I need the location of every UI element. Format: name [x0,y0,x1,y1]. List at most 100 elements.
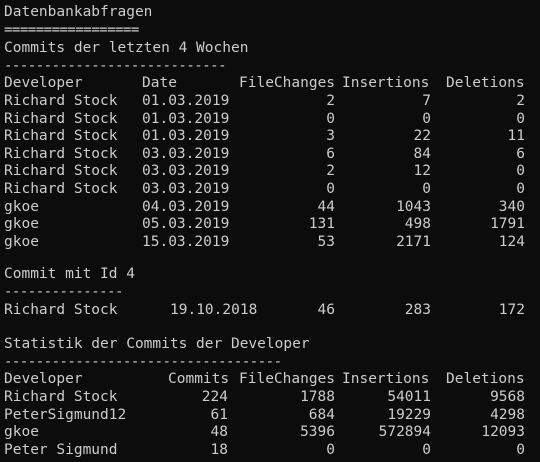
cell-filechanges: 6 [326,145,335,162]
cell-filechanges: 53 [317,233,335,250]
cell-insertions: 84 [413,145,431,162]
table-row: gkoe 15.03.2019 53 2171 124 [0,233,540,251]
cell-deletions: 0 [516,441,525,458]
cell-deletions: 172 [498,302,525,318]
cell-filechanges: 5396 [300,424,335,441]
header-developer: Developer [4,371,83,387]
section-rule-recent-commits: ---------------------------- [4,58,227,74]
cell-insertions: 2171 [396,233,431,250]
cell-insertions: 54011 [387,389,431,405]
cell-deletions: 0 [516,110,525,127]
table-row: gkoe 05.03.2019 131 498 1791 [0,215,540,233]
cell-filechanges: 1788 [300,389,335,405]
cell-developer: Richard Stock [4,128,118,145]
cell-deletions: 9568 [490,389,525,405]
table-row: Peter Sigmund 18 0 0 0 [0,441,540,459]
cell-developer: gkoe [4,424,39,441]
table-row: Richard Stock 03.03.2019 0 0 0 [0,180,540,198]
cell-commits: 18 [210,441,228,458]
section-rule-developer-stats: ----------------------------------- [4,354,282,370]
table-row: Richard Stock 224 1788 54011 9568 [0,388,540,406]
header-filechanges: FileChanges [239,371,336,387]
header-filechanges: FileChanges [239,75,336,91]
header-date: Date [142,75,177,91]
section-rule-commit-id: --------------- [4,284,123,300]
cell-insertions: 22 [413,128,431,145]
table-row: Richard Stock 01.03.2019 3 22 11 [0,127,540,145]
cell-developer: Peter Sigmund [4,441,118,458]
header-insertions: Insertions [342,371,430,387]
cell-insertions: 1043 [396,198,431,215]
cell-deletions: 12093 [481,424,525,441]
table-row: Richard Stock 01.03.2019 2 7 2 [0,92,540,110]
cell-developer: Richard Stock [4,93,118,109]
cell-filechanges: 0 [326,110,335,127]
cell-developer: Richard Stock [4,302,118,318]
cell-deletions: 124 [498,233,525,250]
cell-deletions: 11 [507,128,525,145]
cell-insertions: 283 [404,302,431,318]
cell-deletions: 4298 [490,406,525,423]
cell-date: 03.03.2019 [142,181,230,197]
cell-date: 05.03.2019 [142,216,230,233]
cell-filechanges: 3 [326,128,335,145]
cell-filechanges: 2 [326,93,335,109]
header-commits: Commits [168,371,230,387]
cell-insertions: 498 [404,216,431,233]
cell-date: 15.03.2019 [142,233,230,250]
section-heading-recent-commits: Commits der letzten 4 Wochen [4,40,249,56]
cell-developer: Richard Stock [4,163,118,180]
cell-insertions: 19229 [387,406,431,423]
cell-deletions: 2 [516,93,525,109]
cell-commits: 224 [201,389,228,405]
cell-deletions: 340 [498,198,525,215]
cell-insertions: 0 [422,110,431,127]
header-developer: Developer [4,75,83,91]
cell-insertions: 0 [422,181,431,197]
table-row: gkoe 48 5396 572894 12093 [0,423,540,441]
header-deletions: Deletions [446,75,525,91]
table-row: gkoe 04.03.2019 44 1043 340 [0,198,540,216]
cell-developer: gkoe [4,233,39,250]
table-header-recent-commits: Developer Date FileChanges Insertions De… [0,74,540,92]
cell-date: 01.03.2019 [142,128,230,145]
cell-commits: 61 [210,406,228,423]
cell-filechanges: 131 [308,216,335,233]
cell-commits: 48 [210,424,228,441]
cell-filechanges: 46 [317,302,335,318]
cell-insertions: 572894 [378,424,431,441]
cell-developer: Richard Stock [4,389,118,405]
cell-filechanges: 44 [317,198,335,215]
cell-date: 03.03.2019 [142,145,230,162]
cell-deletions: 0 [516,181,525,197]
table-row: Richard Stock 03.03.2019 2 12 0 [0,162,540,180]
cell-date: 01.03.2019 [142,93,230,109]
cell-filechanges: 2 [326,163,335,180]
cell-date: 19.10.2018 [170,302,258,318]
cell-insertions: 0 [422,441,431,458]
cell-deletions: 1791 [490,216,525,233]
cell-date: 04.03.2019 [142,198,230,215]
header-deletions: Deletions [446,371,525,387]
cell-deletions: 0 [516,163,525,180]
cell-deletions: 6 [516,145,525,162]
cell-developer: Richard Stock [4,145,118,162]
section-heading-commit-id: Commit mit Id 4 [4,266,135,282]
table-row-commit-id: Richard Stock 19.10.2018 46 283 172 [0,301,540,319]
table-header-developer-stats: Developer Commits FileChanges Insertions… [0,370,540,388]
cell-filechanges: 0 [326,181,335,197]
cell-developer: PeterSigmund12 [4,406,127,423]
cell-date: 01.03.2019 [142,110,230,127]
cell-insertions: 7 [422,93,431,109]
header-insertions: Insertions [342,75,430,91]
cell-developer: Richard Stock [4,181,118,197]
cell-date: 03.03.2019 [142,163,230,180]
cell-developer: gkoe [4,198,39,215]
table-row: Richard Stock 03.03.2019 6 84 6 [0,145,540,163]
cell-filechanges: 0 [326,441,335,458]
output-title-rule: ================= [4,22,139,38]
cell-insertions: 12 [413,163,431,180]
table-row: Richard Stock 01.03.2019 0 0 0 [0,110,540,128]
cell-filechanges: 684 [308,406,335,423]
